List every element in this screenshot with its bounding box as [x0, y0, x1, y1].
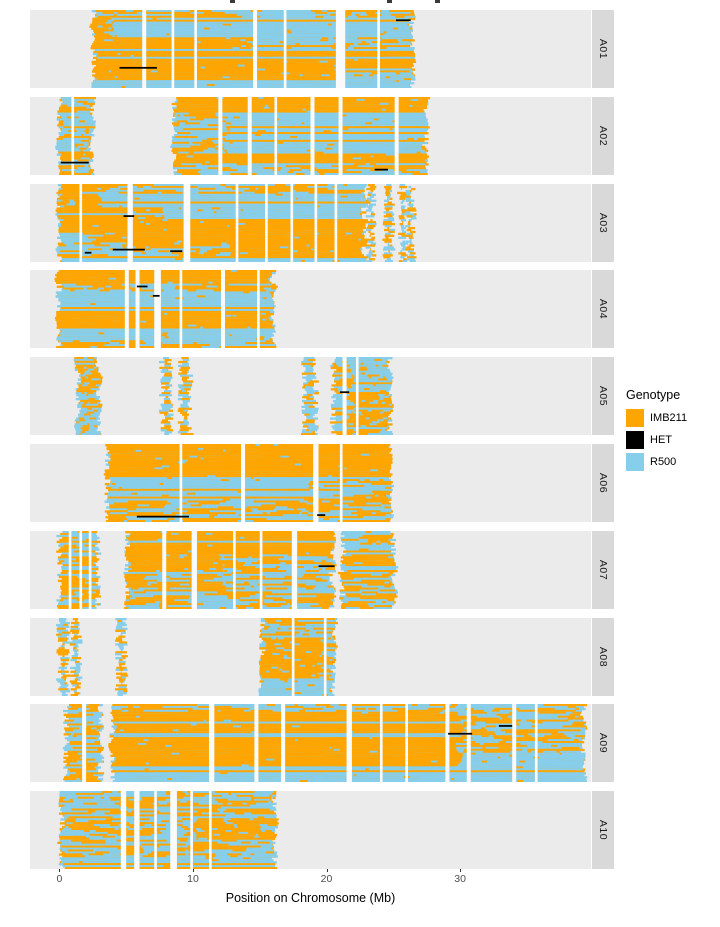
panel-A02 — [30, 96, 591, 175]
x-tick-label: 10 — [187, 873, 199, 885]
genotype-canvas-A03 — [30, 183, 591, 262]
legend-items: IMB211 HET R500 — [626, 409, 720, 471]
genotype-canvas-A07 — [30, 530, 591, 609]
panel-A07 — [30, 530, 591, 609]
legend-key-swatch — [626, 409, 644, 427]
facet-label: A06 — [597, 472, 609, 494]
panel-A04 — [30, 270, 591, 349]
legend-label: IMB211 — [650, 412, 688, 424]
facet-label: A09 — [597, 733, 609, 754]
legend-item-R500: R500 — [626, 453, 720, 471]
facet-label: A03 — [597, 212, 609, 233]
panel-A03 — [30, 183, 591, 262]
facet-label: A05 — [597, 386, 609, 407]
genotype-canvas-A04 — [30, 270, 591, 349]
facet-label: A07 — [597, 559, 609, 580]
panel-A10 — [30, 791, 591, 870]
facet-label: A08 — [597, 646, 609, 667]
genotype-canvas-A02 — [30, 96, 591, 175]
legend-label: HET — [650, 434, 672, 446]
legend-key-swatch — [626, 453, 644, 471]
genotype-canvas-A01 — [30, 10, 591, 88]
genotype-canvas-A05 — [30, 357, 591, 436]
clipped-title-fragment — [387, 0, 392, 3]
facet-strip-A05: A05 — [592, 357, 614, 436]
clipped-title-fragment — [435, 0, 440, 3]
panel-A01 — [30, 10, 591, 88]
facet-label: A01 — [597, 38, 609, 60]
x-axis-title: Position on Chromosome (Mb) — [225, 891, 396, 905]
panel-A08 — [30, 617, 591, 696]
x-tick-label: 20 — [320, 873, 333, 885]
x-axis: 0 10 20 30 Position on Chromosome (Mb) — [0, 869, 720, 927]
genotype-canvas-A10 — [30, 791, 591, 870]
x-tick-mark — [59, 869, 61, 872]
legend-item-HET: HET — [626, 431, 720, 449]
facet-strip-A07: A07 — [592, 530, 614, 609]
legend-key-swatch — [626, 431, 644, 449]
genotype-canvas-A09 — [30, 704, 591, 783]
legend-title: Genotype — [626, 388, 681, 402]
legend: Genotype IMB211 HET R500 — [626, 388, 720, 475]
facet-strip-A01: A01 — [592, 10, 614, 88]
facet-strip-A03: A03 — [592, 183, 614, 262]
panel-A06 — [30, 444, 591, 522]
facet-strip-A08: A08 — [592, 617, 614, 696]
facet-label: A02 — [597, 125, 609, 146]
facet-strip-A04: A04 — [592, 270, 614, 349]
panel-A09 — [30, 704, 591, 783]
x-tick-mark — [460, 869, 462, 872]
facet-strip-A10: A10 — [592, 791, 614, 870]
facet-label: A10 — [597, 820, 609, 841]
genotype-canvas-A08 — [30, 617, 591, 696]
facet-strip-A09: A09 — [592, 704, 614, 783]
genotype-canvas-A06 — [30, 444, 591, 522]
facet-strip-A06: A06 — [592, 444, 614, 522]
x-tick-mark — [326, 869, 328, 872]
clipped-title-fragment — [230, 0, 235, 3]
facet-strip-A02: A02 — [592, 96, 614, 175]
facet-label: A04 — [597, 299, 609, 320]
x-tick-mark — [192, 869, 194, 872]
legend-label: R500 — [650, 456, 677, 468]
x-tick-label: 30 — [454, 873, 466, 885]
panel-A05 — [30, 357, 591, 436]
legend-item-IMB211: IMB211 — [626, 409, 720, 427]
x-tick-label: 0 — [56, 873, 63, 885]
